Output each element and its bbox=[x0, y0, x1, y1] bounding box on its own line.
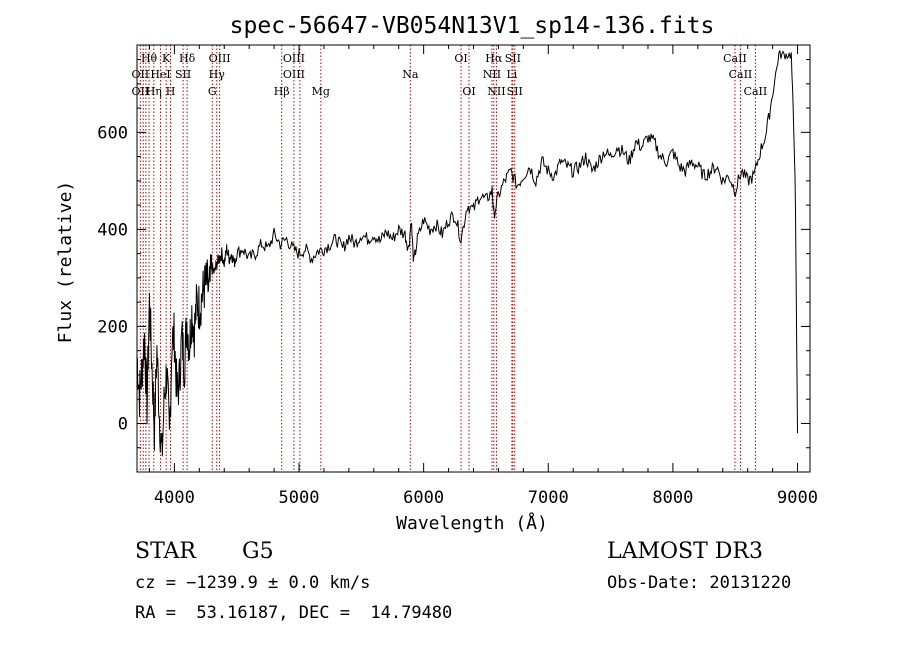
line-label: HeI bbox=[150, 68, 170, 81]
line-label: Hγ bbox=[209, 68, 226, 81]
x-tick-label: 7000 bbox=[528, 488, 569, 508]
line-label: NII bbox=[487, 85, 505, 98]
y-axis-label: Flux (relative) bbox=[55, 181, 76, 344]
x-tick-label: 5000 bbox=[279, 488, 320, 508]
y-tick-label: 400 bbox=[97, 220, 128, 240]
object-subclass: G5 bbox=[242, 539, 274, 564]
line-label: Hθ bbox=[141, 52, 158, 65]
coordinates-info: RA = 53.16187, DEC = 14.79480 bbox=[135, 603, 453, 623]
x-axis-ticks: 4000 5000 6000 7000 8000 9000 bbox=[148, 45, 818, 508]
line-label: H bbox=[166, 85, 176, 98]
line-markers bbox=[139, 45, 756, 472]
redshift-info: cz = −1239.9 ± 0.0 km/s bbox=[135, 573, 371, 593]
line-label: OIII bbox=[283, 68, 305, 81]
chart-title: spec-56647-VB054N13V1_sp14-136.fits bbox=[230, 13, 715, 39]
line-label: Hβ bbox=[274, 85, 290, 98]
x-tick-label: 6000 bbox=[403, 488, 444, 508]
line-label: SII bbox=[175, 68, 191, 81]
y-axis-ticks: 0 200 400 600 bbox=[97, 59, 810, 473]
line-label: OII bbox=[132, 68, 150, 81]
plot-frame bbox=[136, 44, 811, 473]
line-label: Na bbox=[402, 68, 419, 81]
line-label: Mg bbox=[312, 85, 330, 98]
line-identification-labels: Hθ OII OII K HeI Hη Hδ SII H OIII Hγ G OIII OIII Hβ Mg N… bbox=[132, 52, 768, 98]
line-label: SII bbox=[505, 52, 521, 65]
line-label: OIII bbox=[209, 52, 231, 65]
object-class: STAR bbox=[135, 539, 196, 564]
spectrum-line bbox=[136, 50, 798, 457]
line-label: K bbox=[162, 52, 171, 65]
line-label: G bbox=[208, 85, 217, 98]
observation-date: Obs-Date: 20131220 bbox=[607, 573, 792, 593]
line-label: Li bbox=[506, 68, 517, 81]
line-label: OI bbox=[462, 85, 475, 98]
line-label: CaII bbox=[729, 68, 753, 81]
line-label: SII bbox=[507, 85, 523, 98]
y-tick-label: 200 bbox=[97, 317, 128, 337]
y-tick-label: 600 bbox=[97, 123, 128, 143]
line-label: Hα bbox=[485, 52, 503, 65]
spectrum-chart: spec-56647-VB054N13V1_sp14-136.fits Hθ OI… bbox=[55, 13, 818, 534]
line-label: NII bbox=[483, 68, 501, 81]
line-label: Hδ bbox=[179, 52, 196, 65]
line-label: CaII bbox=[723, 52, 747, 65]
line-label: CaII bbox=[744, 85, 768, 98]
x-tick-label: 8000 bbox=[652, 488, 693, 508]
y-tick-label: 0 bbox=[118, 414, 128, 434]
survey-name: LAMOST DR3 bbox=[607, 539, 763, 564]
line-label: OIII bbox=[283, 52, 305, 65]
line-label: OI bbox=[454, 52, 467, 65]
x-axis-label: Wavelength (Å) bbox=[396, 512, 548, 534]
x-tick-label: 9000 bbox=[777, 488, 818, 508]
line-label: OII bbox=[132, 85, 150, 98]
x-tick-label: 4000 bbox=[154, 488, 195, 508]
line-label: Hη bbox=[146, 85, 162, 98]
